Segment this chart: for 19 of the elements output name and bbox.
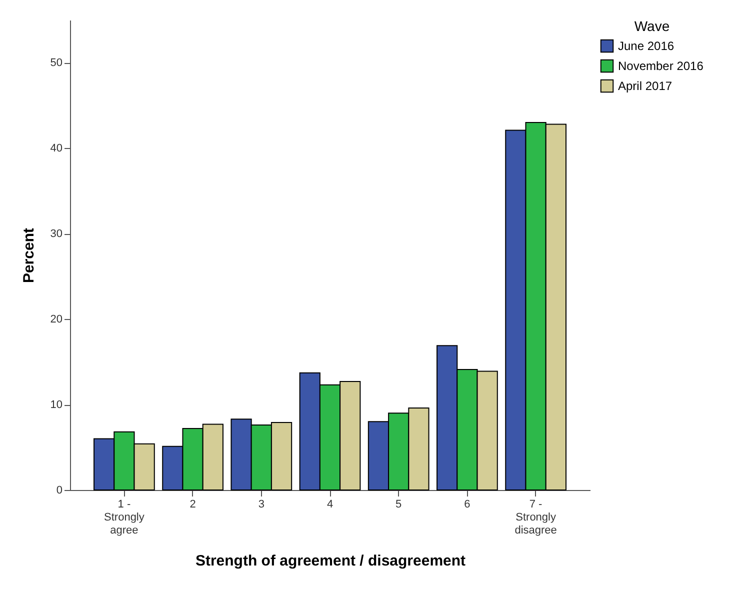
legend-label: April 2017 bbox=[618, 79, 672, 93]
x-tick-label: 4 bbox=[326, 498, 334, 510]
x-tick-label: 6 bbox=[464, 498, 470, 510]
x-axis-title: Strength of agreement / disagreement bbox=[195, 552, 466, 570]
x-tick-label: 5 bbox=[396, 498, 402, 510]
legend-label: June 2016 bbox=[618, 39, 674, 53]
legend-title: Wave bbox=[634, 18, 670, 34]
y-tick-label: 40 bbox=[50, 142, 62, 155]
x-tick-label: 1 - Strongly agree bbox=[104, 498, 145, 536]
y-tick-label: 30 bbox=[50, 228, 62, 240]
x-tick-label: 3 bbox=[258, 498, 264, 510]
y-axis-title: Percent bbox=[20, 228, 38, 284]
y-tick-label: 10 bbox=[50, 399, 62, 412]
y-tick-label: 0 bbox=[56, 484, 62, 496]
x-tick-label: 2 bbox=[190, 498, 196, 510]
y-tick-label: 20 bbox=[50, 314, 62, 326]
y-tick-label: 50 bbox=[50, 57, 62, 70]
legend-label: November 2016 bbox=[618, 59, 704, 73]
x-tick-label: 7 - Strongly disagree bbox=[514, 498, 557, 536]
